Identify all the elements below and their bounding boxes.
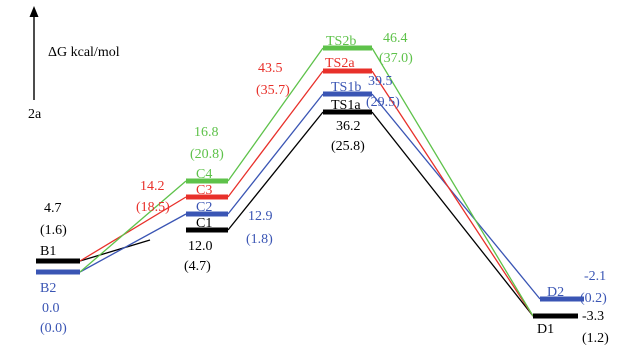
connector-green-c4-ts2b [227,47,324,182]
energy-value-ts1a: 36.2 [336,119,361,134]
energy-value-c3: 14.2 [140,179,165,194]
energy-axis [29,6,39,100]
connector-black-b1-c1 [79,239,151,262]
energy-paren-ts2b: (37.0) [379,51,413,66]
axis-label: ΔG kcal/mol [48,45,120,60]
connector-red-b1-c3 [79,196,187,262]
state-label-c1: C1 [196,216,212,231]
energy-paren-ts2a: (35.7) [256,83,290,98]
energy-value-c2: 12.9 [248,209,273,224]
energy-paren-c3: (18.5) [136,200,170,215]
connector-black-ts1a-d1 [371,111,534,317]
state-label-c4: C4 [196,167,212,182]
state-label-ts1b: TS1b [331,80,361,95]
connector-blue-c2-ts1b [227,93,324,215]
connector-red-ts2a-d1 [371,70,534,317]
energy-paren-b2: (0.0) [40,321,67,336]
energy-levels [36,45,584,319]
state-label-b2: B2 [40,281,56,296]
energy-paren-c4: (20.8) [190,147,224,162]
energy-value-ts1b: 39.5 [368,74,393,89]
energy-value-c4: 16.8 [194,125,219,140]
state-label-ts2b: TS2b [326,34,356,49]
energy-paren-c2: (1.8) [246,232,273,247]
connector-green-ts2b-d1 [371,47,534,317]
energy-value-ts2b: 46.4 [383,31,408,46]
energy-paren-ts1b: (29.5) [366,95,400,110]
state-label-c3: C3 [196,183,212,198]
energy-value-c1: 12.0 [188,239,213,254]
state-label-ts2a: TS2a [325,56,355,71]
energy-values: 4.7 (1.6) 0.0 (0.0) 12.0 (4.7) 12.9 (1.8… [40,31,609,346]
energy-value-b2: 0.0 [42,301,60,316]
energy-paren-d2: (0.2) [580,291,607,306]
state-label-c2: C2 [196,200,212,215]
energy-value-d1: -3.3 [582,309,604,324]
energy-paren-d1: (1.2) [582,331,609,346]
energy-value-ts2a: 43.5 [258,61,283,76]
energy-value-d2: -2.1 [584,269,606,284]
connector-red-c3-ts2a [227,70,324,198]
connector-blue-ts1b-d2 [371,93,541,300]
energy-axis-arrowhead [29,6,39,17]
energy-paren-ts1a: (25.8) [331,139,365,154]
pathway-connectors [79,47,541,317]
connector-green-b2-c4 [79,180,187,273]
energy-value-b1: 4.7 [44,201,62,216]
state-label-ts1a: TS1a [331,98,361,113]
state-labels: B1 B2 C1 C2 C3 C4 TS1a TS1b TS2a TS2b D1… [40,34,564,337]
system-label: 2a [28,107,42,122]
state-label-d1: D1 [537,322,554,337]
state-label-b1: B1 [40,244,56,259]
connector-blue-b2-c2 [79,213,187,273]
state-label-d2: D2 [547,285,564,300]
connector-black-c1-ts1a [227,111,324,231]
energy-paren-b1: (1.6) [40,223,67,238]
energy-paren-c1: (4.7) [184,259,211,274]
